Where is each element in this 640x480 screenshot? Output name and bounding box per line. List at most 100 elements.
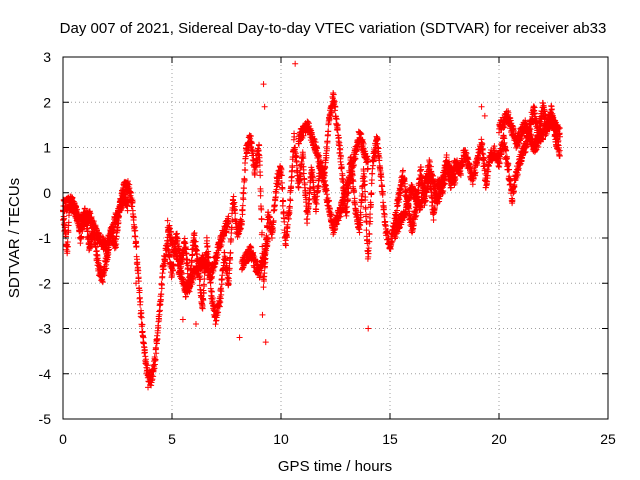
data-point xyxy=(439,180,446,187)
data-point xyxy=(264,235,271,242)
data-point xyxy=(153,350,160,357)
data-point xyxy=(396,225,403,232)
data-point xyxy=(338,164,345,171)
data-point xyxy=(396,224,403,231)
data-point xyxy=(156,307,163,314)
data-point xyxy=(314,145,321,152)
data-point xyxy=(432,204,439,211)
data-point xyxy=(205,254,212,261)
x-tick-label: 0 xyxy=(59,431,67,447)
data-point xyxy=(438,187,445,194)
data-point xyxy=(139,321,146,328)
y-tick-label: 2 xyxy=(43,94,51,110)
data-point xyxy=(124,207,131,214)
data-point xyxy=(457,172,464,179)
data-point xyxy=(376,154,383,161)
data-point xyxy=(200,290,207,297)
data-point xyxy=(330,91,337,98)
data-point xyxy=(441,171,448,178)
data-point xyxy=(259,262,266,269)
data-point xyxy=(292,144,299,151)
data-point xyxy=(479,145,486,152)
data-point xyxy=(159,270,166,277)
data-point xyxy=(158,281,165,288)
data-point xyxy=(340,202,347,209)
data-point xyxy=(257,271,264,278)
data-point xyxy=(226,265,233,272)
data-point xyxy=(240,190,247,197)
data-point xyxy=(225,277,232,284)
y-tick-label: -1 xyxy=(39,230,52,246)
data-point xyxy=(261,270,268,277)
data-point xyxy=(156,311,163,318)
x-axis-label: GPS time / hours xyxy=(278,458,392,475)
data-point xyxy=(242,153,249,160)
data-point xyxy=(349,168,356,175)
data-point xyxy=(174,235,181,242)
data-point xyxy=(556,133,563,140)
data-point xyxy=(170,267,177,274)
data-point xyxy=(295,184,302,191)
data-point xyxy=(282,242,289,249)
data-point xyxy=(358,197,365,204)
x-tick-label: 15 xyxy=(382,431,398,447)
data-point xyxy=(287,197,294,204)
data-point xyxy=(426,158,433,165)
data-point xyxy=(335,134,342,141)
data-point xyxy=(271,202,278,209)
data-point xyxy=(235,231,242,238)
data-point xyxy=(410,222,417,229)
data-point xyxy=(313,144,320,151)
data-point xyxy=(507,117,514,124)
data-point xyxy=(130,214,137,221)
data-point xyxy=(366,231,373,238)
data-point xyxy=(179,316,186,323)
data-point xyxy=(323,191,330,198)
data-point xyxy=(260,284,267,291)
data-point xyxy=(505,109,512,116)
data-point xyxy=(190,231,197,238)
data-point xyxy=(228,237,235,244)
data-point xyxy=(259,229,266,236)
data-point xyxy=(332,225,339,232)
data-point xyxy=(155,324,162,331)
data-point xyxy=(280,198,287,205)
data-point xyxy=(502,144,509,151)
data-point xyxy=(278,172,285,179)
data-point xyxy=(139,333,146,340)
data-point xyxy=(523,143,530,150)
data-point xyxy=(430,216,437,223)
data-point xyxy=(284,234,291,241)
data-point xyxy=(248,244,255,251)
data-point xyxy=(88,242,95,249)
data-point xyxy=(391,235,398,242)
data-point xyxy=(142,353,149,360)
data-point xyxy=(125,200,132,207)
data-point xyxy=(157,296,164,303)
data-point xyxy=(286,205,293,211)
data-point xyxy=(344,197,351,204)
data-point xyxy=(255,151,262,158)
data-point xyxy=(503,147,510,154)
data-point xyxy=(256,142,263,149)
data-point xyxy=(241,177,248,184)
data-point xyxy=(339,172,346,179)
data-point xyxy=(509,197,516,204)
data-point xyxy=(368,176,375,183)
data-point xyxy=(288,184,295,191)
data-point xyxy=(327,209,334,216)
data-point xyxy=(510,189,517,196)
data-point xyxy=(337,153,344,160)
data-point xyxy=(217,299,224,306)
data-point xyxy=(347,180,354,187)
data-point xyxy=(166,222,173,229)
data-point xyxy=(73,206,80,213)
data-point xyxy=(213,257,220,264)
data-point xyxy=(270,217,277,224)
data-point xyxy=(392,234,399,241)
data-point xyxy=(448,164,455,171)
data-point xyxy=(378,174,385,181)
data-point xyxy=(328,211,335,218)
